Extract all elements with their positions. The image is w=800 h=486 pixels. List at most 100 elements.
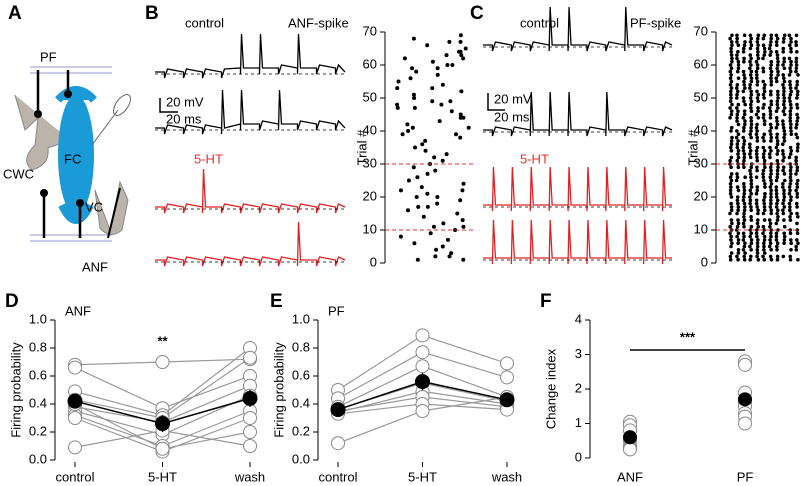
spike-dot bbox=[774, 50, 779, 54]
spike-dot bbox=[767, 152, 772, 156]
spike-dot bbox=[794, 43, 799, 47]
spike-dot bbox=[412, 105, 417, 110]
diagram-label: PF bbox=[40, 49, 57, 64]
spike-dot bbox=[788, 99, 792, 104]
spike-dot bbox=[768, 66, 773, 71]
spike-dot bbox=[729, 40, 734, 44]
spike-dot bbox=[742, 215, 746, 219]
spike-dot bbox=[450, 63, 455, 67]
spike-dot bbox=[789, 238, 793, 242]
spike-dot bbox=[775, 208, 780, 212]
panel-label: D bbox=[5, 291, 19, 312]
data-point bbox=[243, 439, 257, 453]
spike-dot bbox=[781, 63, 785, 67]
spike-dot bbox=[749, 185, 754, 189]
spike-dot bbox=[754, 69, 759, 74]
spike-dot bbox=[761, 231, 765, 236]
x-tick-label: 5-HT bbox=[408, 469, 437, 484]
y-axis-label: Change index bbox=[543, 348, 558, 429]
spike-dot bbox=[755, 205, 759, 209]
spike-dot bbox=[748, 149, 753, 153]
spike-dot bbox=[749, 36, 754, 41]
spike-dot bbox=[458, 198, 463, 203]
spike-dot bbox=[735, 53, 739, 57]
spike-dot bbox=[756, 211, 760, 216]
spike-dot bbox=[741, 162, 746, 166]
spike-dot bbox=[788, 102, 793, 107]
spike-dot bbox=[729, 244, 733, 249]
spike-dot bbox=[787, 43, 792, 47]
spike-dot bbox=[789, 241, 793, 245]
spike-dot bbox=[736, 50, 740, 54]
spike-dot bbox=[728, 63, 733, 67]
trace-label: 5-HT bbox=[194, 151, 223, 166]
spike-dot bbox=[774, 178, 779, 183]
spike-dot bbox=[795, 79, 800, 84]
spike-dot bbox=[741, 221, 746, 226]
spike-dot bbox=[762, 53, 767, 57]
spike-dot bbox=[735, 92, 739, 97]
spike-dot bbox=[410, 66, 415, 71]
spike-dot bbox=[735, 175, 740, 179]
spike-dot bbox=[774, 79, 779, 84]
spike-dot bbox=[762, 149, 767, 153]
spike-dot bbox=[748, 66, 752, 71]
spike-dot bbox=[748, 155, 753, 160]
spike-dot bbox=[775, 168, 780, 173]
spike-dot bbox=[414, 195, 419, 199]
spike-dot bbox=[444, 152, 449, 157]
spike-dot bbox=[788, 188, 792, 193]
spike-dot bbox=[788, 257, 793, 262]
spike-dot bbox=[402, 56, 407, 61]
spike-dot bbox=[439, 102, 444, 107]
spike-dot bbox=[788, 116, 793, 120]
spike-dot bbox=[412, 241, 417, 246]
spike-dot bbox=[748, 73, 753, 77]
spike-dot bbox=[762, 89, 767, 94]
spike-dot bbox=[795, 182, 799, 186]
spike-dot bbox=[775, 122, 780, 127]
voltage-trace bbox=[483, 166, 672, 212]
y-axis-label: Firing probability bbox=[8, 342, 23, 438]
voltage-trace bbox=[155, 33, 346, 79]
spike-dot bbox=[729, 195, 734, 199]
spike-dot bbox=[767, 218, 772, 222]
spike-dot bbox=[795, 221, 799, 226]
spike-dot bbox=[423, 148, 428, 153]
spike-dot bbox=[742, 112, 747, 117]
spike-dot bbox=[741, 129, 746, 133]
spike-dot bbox=[794, 155, 798, 160]
spike-dot bbox=[440, 244, 445, 249]
y-tick-label: 1.0 bbox=[292, 311, 310, 326]
spike-dot bbox=[775, 254, 780, 259]
spike-dot bbox=[755, 145, 760, 150]
spike-dot bbox=[458, 39, 463, 44]
spike-dot bbox=[774, 238, 779, 242]
spike-dot bbox=[774, 185, 779, 189]
spike-dot bbox=[781, 149, 785, 153]
spike-dot bbox=[728, 211, 732, 216]
spike-dot bbox=[789, 178, 793, 183]
spike-dot bbox=[736, 109, 740, 113]
data-point bbox=[415, 404, 430, 418]
spike-dot bbox=[787, 191, 792, 196]
spike-dot bbox=[788, 168, 793, 173]
spike-dot bbox=[769, 149, 773, 153]
spike-dot bbox=[763, 191, 767, 196]
spike-dot bbox=[728, 175, 733, 179]
spike-dot bbox=[762, 162, 767, 166]
spike-dot bbox=[762, 139, 766, 143]
spike-dot bbox=[761, 152, 766, 156]
spike-dot bbox=[741, 231, 746, 236]
spike-dot bbox=[769, 248, 773, 252]
panel-label: A bbox=[8, 3, 22, 24]
spike-dot bbox=[461, 257, 466, 262]
spike-dot bbox=[794, 122, 799, 127]
spike-dot bbox=[742, 191, 747, 196]
spike-dot bbox=[420, 142, 425, 147]
spike-dot bbox=[775, 36, 780, 41]
spike-dot bbox=[767, 106, 772, 110]
spike-dot bbox=[762, 198, 766, 203]
spike-dot bbox=[741, 69, 746, 74]
spike-dot bbox=[741, 50, 746, 54]
